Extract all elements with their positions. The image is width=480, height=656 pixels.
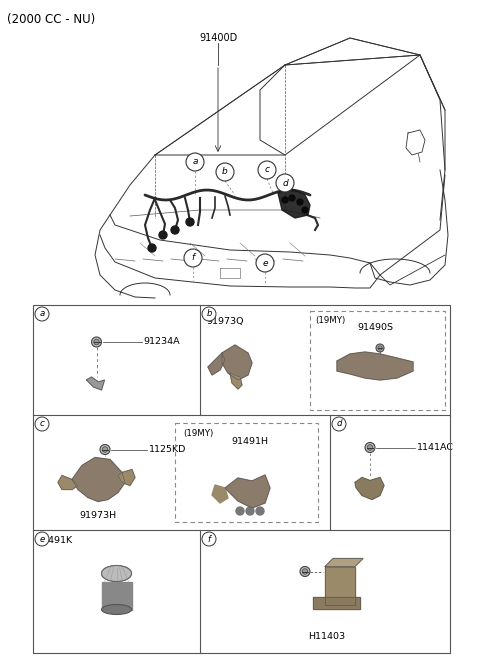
Text: 91490S: 91490S [357, 323, 393, 332]
Polygon shape [101, 581, 132, 609]
Circle shape [365, 443, 375, 453]
Text: (19MY): (19MY) [183, 429, 213, 438]
Circle shape [171, 226, 179, 234]
Polygon shape [355, 478, 384, 499]
Text: 91973Q: 91973Q [206, 317, 244, 326]
Polygon shape [406, 130, 425, 155]
Bar [175, 423, 318, 522]
Circle shape [297, 199, 303, 205]
Polygon shape [325, 567, 355, 604]
Text: d: d [282, 178, 288, 188]
Circle shape [378, 346, 382, 350]
Circle shape [184, 249, 202, 267]
Circle shape [202, 307, 216, 321]
Circle shape [35, 532, 49, 546]
Circle shape [276, 174, 294, 192]
Circle shape [282, 197, 288, 203]
Text: f: f [207, 535, 211, 544]
Text: 1141AC: 1141AC [417, 443, 454, 452]
Circle shape [258, 161, 276, 179]
Circle shape [302, 207, 308, 213]
Circle shape [186, 218, 194, 226]
Text: 91234A: 91234A [144, 337, 180, 346]
Text: (19MY): (19MY) [315, 316, 345, 325]
Ellipse shape [101, 565, 132, 581]
Text: c: c [40, 419, 44, 428]
Polygon shape [72, 457, 125, 501]
Circle shape [186, 153, 204, 171]
Text: 91973H: 91973H [79, 511, 117, 520]
Circle shape [35, 307, 49, 321]
Polygon shape [278, 188, 310, 218]
Circle shape [202, 532, 216, 546]
Polygon shape [337, 352, 413, 380]
Polygon shape [222, 345, 252, 380]
Circle shape [246, 507, 254, 515]
Text: c: c [264, 165, 269, 174]
Circle shape [94, 339, 99, 345]
Polygon shape [212, 485, 228, 503]
Circle shape [332, 417, 346, 431]
Circle shape [236, 507, 244, 515]
Circle shape [289, 195, 295, 201]
Text: e: e [39, 535, 45, 544]
Text: (2000 CC - NU): (2000 CC - NU) [7, 13, 95, 26]
Circle shape [92, 337, 101, 347]
Circle shape [256, 254, 274, 272]
Circle shape [367, 445, 373, 450]
Circle shape [35, 417, 49, 431]
Ellipse shape [101, 565, 132, 581]
Polygon shape [313, 596, 360, 609]
Polygon shape [58, 476, 78, 489]
Polygon shape [208, 353, 225, 375]
Bar [33, 305, 450, 653]
Text: 91491K: 91491K [36, 536, 72, 545]
Bar [310, 311, 445, 410]
Polygon shape [118, 470, 135, 485]
Circle shape [376, 344, 384, 352]
Polygon shape [325, 558, 363, 567]
Circle shape [216, 163, 234, 181]
Circle shape [159, 231, 167, 239]
Polygon shape [225, 475, 270, 508]
Text: d: d [336, 419, 342, 428]
Circle shape [102, 447, 108, 452]
Polygon shape [86, 377, 105, 390]
Text: e: e [262, 258, 268, 268]
Text: b: b [206, 310, 212, 319]
Text: a: a [192, 157, 198, 167]
Circle shape [148, 244, 156, 252]
Circle shape [300, 567, 310, 577]
Text: 91400D: 91400D [199, 33, 237, 43]
Circle shape [100, 445, 110, 455]
Circle shape [256, 507, 264, 515]
Text: 91491H: 91491H [231, 437, 268, 446]
Polygon shape [230, 373, 242, 389]
Text: a: a [39, 310, 45, 319]
Circle shape [302, 569, 308, 574]
Text: 1125KD: 1125KD [149, 445, 186, 454]
Text: b: b [222, 167, 228, 176]
Text: f: f [192, 253, 194, 262]
Text: H11403: H11403 [309, 632, 346, 641]
Ellipse shape [101, 604, 132, 615]
